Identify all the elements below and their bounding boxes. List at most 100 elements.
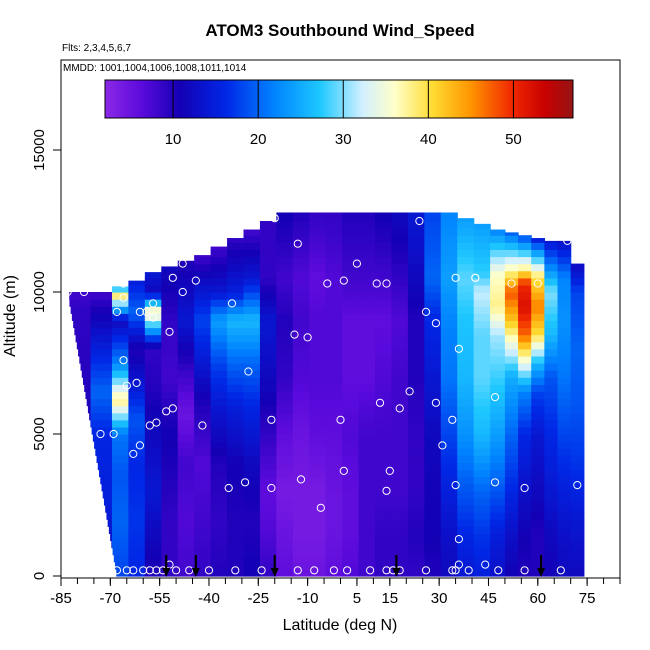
field-cell (342, 469, 360, 478)
field-cell (424, 398, 442, 407)
field-cell (161, 540, 179, 549)
field-cell (440, 412, 458, 421)
field-cell (161, 469, 179, 478)
field-cell (504, 355, 519, 364)
field-cell (391, 497, 409, 506)
field-cell (518, 419, 532, 428)
field-cell (276, 476, 294, 485)
field-cell (358, 228, 376, 236)
field-cell (342, 249, 360, 258)
x-tick-label: -85 (50, 590, 72, 607)
field-cell (227, 512, 245, 520)
field-cell (440, 561, 458, 570)
field-cell (227, 270, 245, 279)
field-cell (309, 348, 327, 357)
field-cell (544, 462, 559, 471)
field-cell (259, 405, 277, 414)
field-cell (557, 270, 572, 279)
field-cell (144, 526, 162, 534)
field-cell (531, 426, 545, 435)
field-cell (342, 434, 360, 442)
field-cell (276, 221, 294, 229)
field-cell (457, 512, 475, 520)
field-cell (531, 476, 545, 485)
field-cell (259, 462, 277, 471)
field-cell (407, 391, 425, 400)
field-cell (473, 568, 491, 577)
field-cell (544, 512, 559, 520)
sample-point (122, 566, 131, 575)
field-cell (342, 554, 360, 563)
field-cell (243, 249, 261, 258)
field-cell (309, 526, 327, 534)
sample-point (372, 279, 381, 288)
field-cell (504, 249, 519, 258)
field-cell (210, 263, 228, 272)
field-cell (161, 512, 179, 520)
field-cell (259, 391, 277, 400)
flights-subtitle: Flts: 2,3,4,5,6,7 (62, 43, 131, 54)
field-cell (210, 256, 228, 265)
field-cell (457, 263, 475, 272)
field-cell (531, 441, 545, 449)
field-cell (194, 384, 212, 392)
field-cell (570, 533, 585, 542)
field-cell (144, 476, 162, 485)
field-cell (161, 363, 179, 371)
field-cell (161, 533, 179, 542)
field-cell (557, 370, 572, 378)
sample-point (109, 429, 118, 439)
field-cell (177, 547, 195, 556)
field-cell (358, 561, 376, 570)
field-cell (342, 242, 360, 250)
field-cell (375, 561, 393, 570)
field-cell (161, 526, 179, 534)
field-cell (473, 277, 491, 286)
field-cell (440, 547, 458, 556)
field-cell (518, 561, 532, 570)
field-cell (375, 284, 393, 293)
field-cell (259, 398, 277, 407)
field-cell (407, 348, 425, 357)
field-cell (292, 490, 310, 499)
colorbar-tick-label: 30 (335, 131, 352, 148)
field-cell (375, 455, 393, 463)
field-cell (375, 363, 393, 371)
sample-point (438, 441, 447, 450)
field-cell (227, 327, 245, 336)
field-cell (457, 455, 475, 463)
field-cell (391, 426, 409, 435)
field-cell (194, 512, 212, 520)
field-cell (375, 249, 393, 258)
field-cell (128, 540, 146, 549)
field-cell (210, 554, 228, 563)
field-cell (557, 561, 572, 570)
field-cell (490, 384, 506, 392)
field-cell (473, 363, 491, 371)
field-cell (457, 221, 475, 229)
field-cell (111, 370, 130, 378)
field-cell (570, 306, 585, 314)
sample-point (267, 483, 276, 493)
sample-point (152, 566, 161, 575)
field-cell (531, 490, 545, 499)
field-cell (292, 391, 310, 400)
field-cell (457, 533, 475, 542)
field-cell (391, 441, 409, 449)
field-cell (309, 277, 327, 286)
field-cell (177, 561, 195, 570)
field-cell (504, 334, 519, 343)
field-cell (490, 526, 506, 534)
field-cell (557, 341, 572, 350)
field-cell (243, 398, 261, 407)
sample-point (382, 566, 391, 575)
field-cell (504, 320, 519, 329)
field-cell (490, 540, 506, 549)
field-cell (309, 327, 327, 336)
field-cell (490, 377, 506, 385)
field-cell (276, 235, 294, 243)
field-cell (81, 370, 92, 378)
field-cell (128, 320, 146, 329)
field-cell (309, 412, 327, 421)
field-cell (424, 426, 442, 435)
